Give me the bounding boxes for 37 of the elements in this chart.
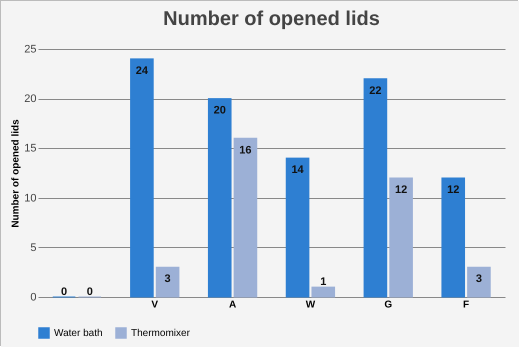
x-tick-label: F (463, 300, 470, 310)
bar (130, 58, 154, 298)
y-axis-title: Number of opened lids (10, 118, 22, 228)
bar (467, 266, 491, 298)
data-label: 0 (61, 286, 68, 298)
bar (156, 266, 180, 298)
bar (441, 177, 466, 298)
data-label: 14 (291, 164, 305, 176)
y-tick-label: 25 (24, 44, 36, 56)
legend-label: Water bath (54, 328, 103, 339)
chart-title: Number of opened lids (163, 8, 380, 30)
y-tick-label: 0 (30, 292, 36, 304)
data-label: 3 (476, 273, 482, 286)
data-label: 3 (164, 273, 171, 286)
bar (234, 138, 258, 298)
data-label: 24 (136, 64, 149, 77)
bar (364, 78, 388, 298)
data-label: 20 (214, 104, 226, 117)
bar (286, 158, 310, 298)
y-tick-label: 15 (24, 142, 36, 155)
x-tick-label: W (306, 300, 316, 310)
y-tick-label: 10 (24, 192, 36, 204)
data-label: 0 (86, 286, 93, 298)
data-label: 1 (320, 276, 326, 288)
data-label: 12 (394, 184, 408, 196)
data-label: 22 (369, 84, 382, 97)
data-label: 12 (447, 184, 460, 196)
y-tick-label: 20 (24, 93, 36, 106)
x-tick-label: G (384, 300, 392, 310)
y-tick-label: 5 (30, 242, 36, 254)
bar (389, 177, 413, 298)
x-tick-label: A (228, 300, 236, 310)
data-label: 16 (239, 144, 252, 156)
x-tick-label: V (151, 300, 158, 310)
legend-label: Thermomixer (131, 328, 191, 339)
bar (208, 98, 232, 298)
bar (311, 286, 336, 298)
